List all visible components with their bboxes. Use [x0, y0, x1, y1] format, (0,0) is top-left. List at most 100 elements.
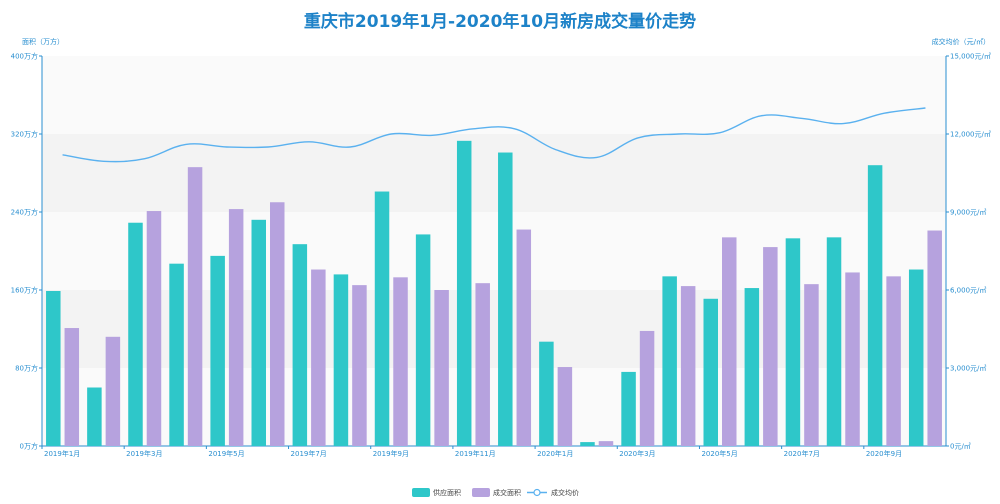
bar-supply [128, 222, 143, 446]
bar-deal [187, 167, 203, 446]
bar-supply [744, 288, 760, 446]
bar-deal [228, 209, 244, 446]
price-point [637, 137, 639, 139]
bar-deal [146, 211, 162, 446]
price-point [596, 156, 598, 158]
x-tick-label: 2019年3月 [126, 449, 162, 458]
right-tick-label: 15,000元/㎡ [950, 53, 991, 61]
bar-deal [393, 277, 408, 446]
right-tick-label: 12,000元/㎡ [950, 131, 991, 139]
legend-item-deal[interactable]: 成交面积 [472, 488, 521, 497]
bar-deal [845, 272, 860, 446]
price-line-series [62, 107, 926, 163]
bar-supply [662, 276, 677, 446]
price-point [431, 134, 433, 136]
right-tick-label: 0元/㎡ [950, 443, 971, 451]
bar-deal [680, 286, 696, 446]
price-point [103, 160, 105, 162]
bar-supply [621, 371, 636, 446]
price-point [390, 133, 392, 135]
bar-supply [333, 274, 349, 446]
grid-band [42, 56, 946, 134]
x-tick-label: 2020年5月 [701, 449, 737, 458]
bar-supply [292, 244, 308, 446]
price-point [226, 146, 228, 148]
bar-supply [46, 290, 61, 446]
price-line-path [62, 107, 926, 163]
left-tick-label: 160万方 [11, 286, 38, 295]
legend-item-price[interactable]: 成交均价 [527, 488, 579, 497]
bar-supply [826, 237, 842, 446]
left-tick-label: 320万方 [11, 130, 38, 139]
bar-series [46, 140, 942, 446]
right-tick-label: 6,000元/㎡ [950, 287, 986, 295]
bar-deal [475, 283, 490, 446]
left-tick-label: 0万方 [20, 442, 38, 451]
bar-supply [374, 191, 390, 446]
left-tick-label: 240万方 [11, 208, 38, 217]
bar-deal [639, 330, 655, 446]
price-point [472, 128, 474, 130]
legend-label-price: 成交均价 [551, 488, 579, 497]
x-tick-label: 2019年1月 [44, 449, 80, 458]
right-tick-label: 3,000元/㎡ [950, 365, 986, 373]
x-tick-label: 2019年11月 [455, 449, 496, 458]
bar-supply [251, 219, 266, 446]
price-point [801, 117, 803, 119]
bar-deal [804, 284, 819, 446]
bar-supply [210, 255, 225, 446]
left-tick-label: 80万方 [15, 364, 38, 373]
price-point [514, 128, 516, 130]
bar-supply [785, 238, 801, 446]
bar-supply [456, 140, 472, 446]
price-point [62, 154, 64, 156]
legend-swatch-deal [472, 488, 490, 497]
x-tick-label: 2019年5月 [208, 449, 244, 458]
x-axis-ticks: 2019年1月 2019年3月 2019年5月 2019年7月 2019年9月 2019年… [41, 446, 902, 458]
left-axis-label: 面积（万方） [22, 37, 64, 46]
price-point [760, 115, 762, 117]
legend-swatch-price-dot [533, 488, 541, 497]
right-axis-ticks: 0元/㎡ 3,000元/㎡ 6,000元/㎡ 9,000元/㎡ 12,000元/㎡ 15,… [946, 53, 991, 451]
bar-supply [415, 234, 431, 446]
price-point [719, 132, 721, 134]
bar-supply [867, 165, 883, 446]
bar-supply [580, 442, 595, 446]
bar-deal [270, 202, 285, 446]
bar-deal [927, 230, 942, 446]
legend-item-supply[interactable]: 供应面积 [412, 488, 461, 497]
bar-deal [886, 276, 901, 446]
bar-supply [539, 341, 554, 446]
legend: 供应面积 成交面积 成交均价 [412, 488, 579, 497]
legend-label-deal: 成交面积 [493, 488, 521, 497]
bar-deal [64, 328, 80, 446]
left-axis-ticks: 0万方 80万方 160万方 240万方 320万方 400万方 [11, 52, 42, 451]
bar-supply [169, 263, 184, 446]
left-tick-label: 400万方 [11, 52, 38, 61]
bar-deal [598, 441, 614, 446]
bar-deal [557, 367, 573, 446]
price-point [883, 112, 885, 114]
x-tick-label: 2020年9月 [866, 449, 902, 458]
bar-supply [908, 269, 924, 446]
x-tick-label: 2020年3月 [619, 449, 655, 458]
bar-deal [352, 285, 367, 446]
x-tick-label: 2020年7月 [784, 449, 820, 458]
price-point [144, 158, 146, 160]
price-point [185, 143, 187, 145]
right-tick-label: 9,000元/㎡ [950, 209, 986, 217]
bar-supply [703, 298, 718, 446]
price-point [924, 107, 926, 109]
price-point [349, 146, 351, 148]
price-point [308, 141, 310, 143]
bar-deal [516, 229, 532, 446]
bar-deal [105, 336, 121, 446]
bar-deal [311, 269, 326, 446]
price-point [678, 133, 680, 135]
chart-title: 重庆市2019年1月-2020年10月新房成交量价走势 [304, 11, 696, 32]
x-tick-label: 2019年7月 [291, 449, 327, 458]
bar-supply [498, 152, 513, 446]
right-axis-label: 成交均价（元/㎡） [932, 37, 990, 46]
